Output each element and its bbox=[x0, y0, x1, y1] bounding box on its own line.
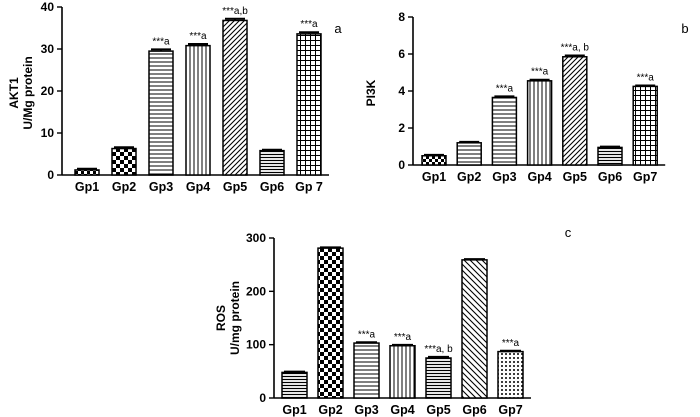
bar-gp3 bbox=[491, 96, 518, 166]
bar-gp4 bbox=[389, 344, 416, 399]
y-tick-label: 100 bbox=[246, 338, 266, 352]
x-tick-label: Gp7 bbox=[498, 403, 522, 417]
x-tick-label: Gp6 bbox=[462, 403, 486, 417]
x-tick-label: Gp4 bbox=[527, 170, 551, 184]
significance-label: ***a bbox=[300, 19, 318, 30]
x-tick-label: Gp5 bbox=[426, 403, 450, 417]
y-tick-label: 4 bbox=[398, 84, 405, 98]
significance-label: ***a bbox=[189, 31, 207, 42]
x-tick-label: Gp6 bbox=[260, 180, 284, 194]
y-axis-label-line: AKT1 bbox=[7, 77, 21, 109]
panel-b-pi3k: 0 2 4 6 8 PI3K Gp1 Gp2 ***a Gp3 ***a Gp4 ***a, b Gp5 G… bbox=[364, 10, 689, 184]
bar-gp5 bbox=[425, 357, 452, 399]
y-axis-label-line: U/mg protein bbox=[228, 281, 242, 355]
y-tick-label: 40 bbox=[41, 0, 55, 14]
x-tick-label: Gp4 bbox=[390, 403, 414, 417]
bar-gp1 bbox=[74, 169, 100, 176]
x-tick-label: Gp5 bbox=[563, 170, 587, 184]
x-tick-label: Gp6 bbox=[598, 170, 622, 184]
x-tick-label: Gp2 bbox=[112, 180, 136, 194]
x-tick-label: Gp2 bbox=[457, 170, 481, 184]
bar-gp5 bbox=[222, 19, 248, 176]
y-tick-label: 10 bbox=[41, 126, 55, 140]
y-tick-label: 0 bbox=[398, 158, 405, 172]
x-tick-label: Gp4 bbox=[186, 180, 210, 194]
y-axis-label: PI3K bbox=[364, 79, 378, 106]
significance-label: ***a bbox=[502, 338, 520, 349]
bar-gp4 bbox=[185, 44, 211, 176]
x-tick-label: Gp7 bbox=[633, 170, 657, 184]
y-tick-label: 0 bbox=[47, 168, 54, 182]
panel-letter: a bbox=[334, 21, 342, 36]
significance-label: ***a bbox=[394, 332, 412, 343]
significance-label: ***a, b bbox=[424, 344, 453, 355]
panel-a-akt1: 0 10 20 30 40 AKT1U/Mg protein Gp1 Gp2 ***a Gp3 **… bbox=[7, 0, 342, 194]
bar-gp6 bbox=[259, 149, 285, 176]
y-axis-label-line: U/Mg protein bbox=[21, 56, 35, 129]
bar-gp6 bbox=[597, 146, 623, 166]
bar-gp7 bbox=[497, 350, 524, 399]
significance-label: ***a bbox=[531, 67, 549, 78]
significance-label: ***a bbox=[496, 83, 514, 94]
x-tick-label: Gp3 bbox=[354, 403, 378, 417]
y-axis-label: ROSU/mg protein bbox=[214, 281, 242, 355]
x-tick-label: Gp1 bbox=[282, 403, 306, 417]
bar-gp2 bbox=[456, 142, 482, 166]
bar-gp6 bbox=[461, 259, 488, 399]
bar-gp3 bbox=[353, 342, 380, 399]
bar-gp7 bbox=[632, 85, 658, 166]
significance-label: ***a bbox=[637, 72, 655, 83]
bar-gp3 bbox=[148, 50, 174, 176]
bar-gp1 bbox=[281, 371, 308, 399]
bar-gp5 bbox=[562, 56, 588, 166]
significance-label: ***a bbox=[358, 329, 376, 340]
y-tick-label: 8 bbox=[398, 10, 405, 24]
x-tick-label: Gp1 bbox=[75, 180, 99, 194]
x-tick-label: Gp1 bbox=[422, 170, 446, 184]
significance-label: ***a bbox=[152, 36, 170, 47]
y-tick-label: 6 bbox=[398, 47, 405, 61]
panel-c-ros: 0 100 200 300 ROSU/mg protein Gp1 Gp2 ***a Gp3 **… bbox=[214, 225, 572, 417]
y-tick-label: 300 bbox=[246, 231, 266, 245]
y-tick-label: 20 bbox=[41, 84, 55, 98]
bar-gp1 bbox=[421, 155, 447, 166]
panel-letter: b bbox=[681, 21, 688, 36]
bar-gp2 bbox=[317, 247, 344, 399]
significance-label: ***a,b bbox=[222, 6, 248, 17]
y-axis-label-line: PI3K bbox=[364, 79, 378, 106]
bar-gp2 bbox=[111, 147, 137, 176]
x-tick-label: Gp3 bbox=[149, 180, 173, 194]
bar-gp7 bbox=[296, 33, 322, 176]
y-tick-label: 0 bbox=[259, 391, 266, 405]
bar-gp4 bbox=[526, 80, 553, 166]
panel-letter: c bbox=[565, 225, 572, 240]
x-tick-label: Gp5 bbox=[223, 180, 247, 194]
x-tick-label: Gp 7 bbox=[295, 180, 323, 194]
x-tick-label: Gp2 bbox=[318, 403, 342, 417]
y-tick-label: 30 bbox=[41, 42, 55, 56]
x-tick-label: Gp3 bbox=[492, 170, 516, 184]
y-axis-label: AKT1U/Mg protein bbox=[7, 56, 35, 129]
y-tick-label: 200 bbox=[246, 284, 266, 298]
y-axis-label-line: ROS bbox=[214, 305, 228, 331]
y-tick-label: 2 bbox=[398, 121, 405, 135]
significance-label: ***a, b bbox=[561, 42, 590, 53]
